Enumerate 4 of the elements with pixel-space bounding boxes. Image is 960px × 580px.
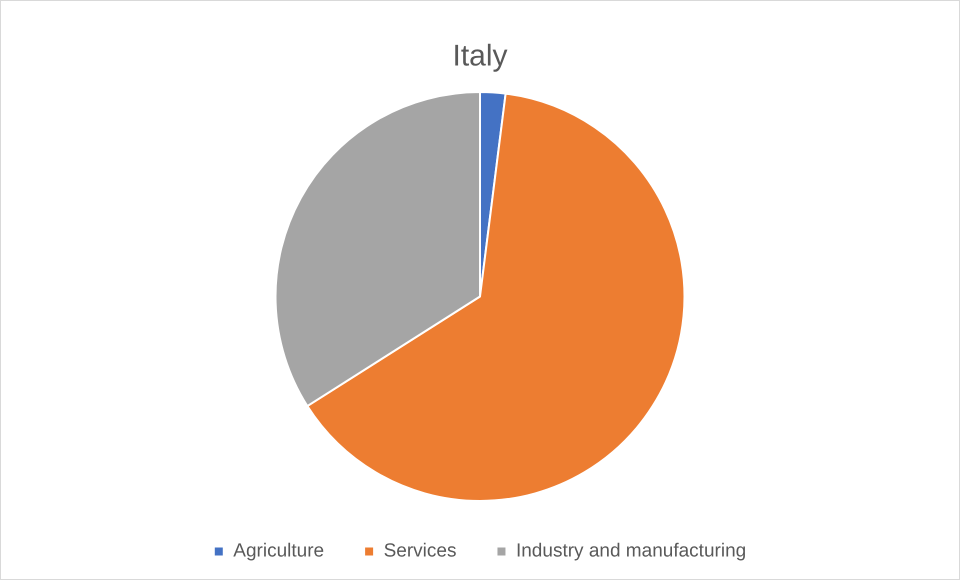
legend-label: Agriculture [233, 540, 324, 562]
legend-label: Industry and manufacturing [516, 540, 746, 562]
legend-label: Services [384, 540, 456, 562]
chart-title: Italy [452, 39, 508, 72]
